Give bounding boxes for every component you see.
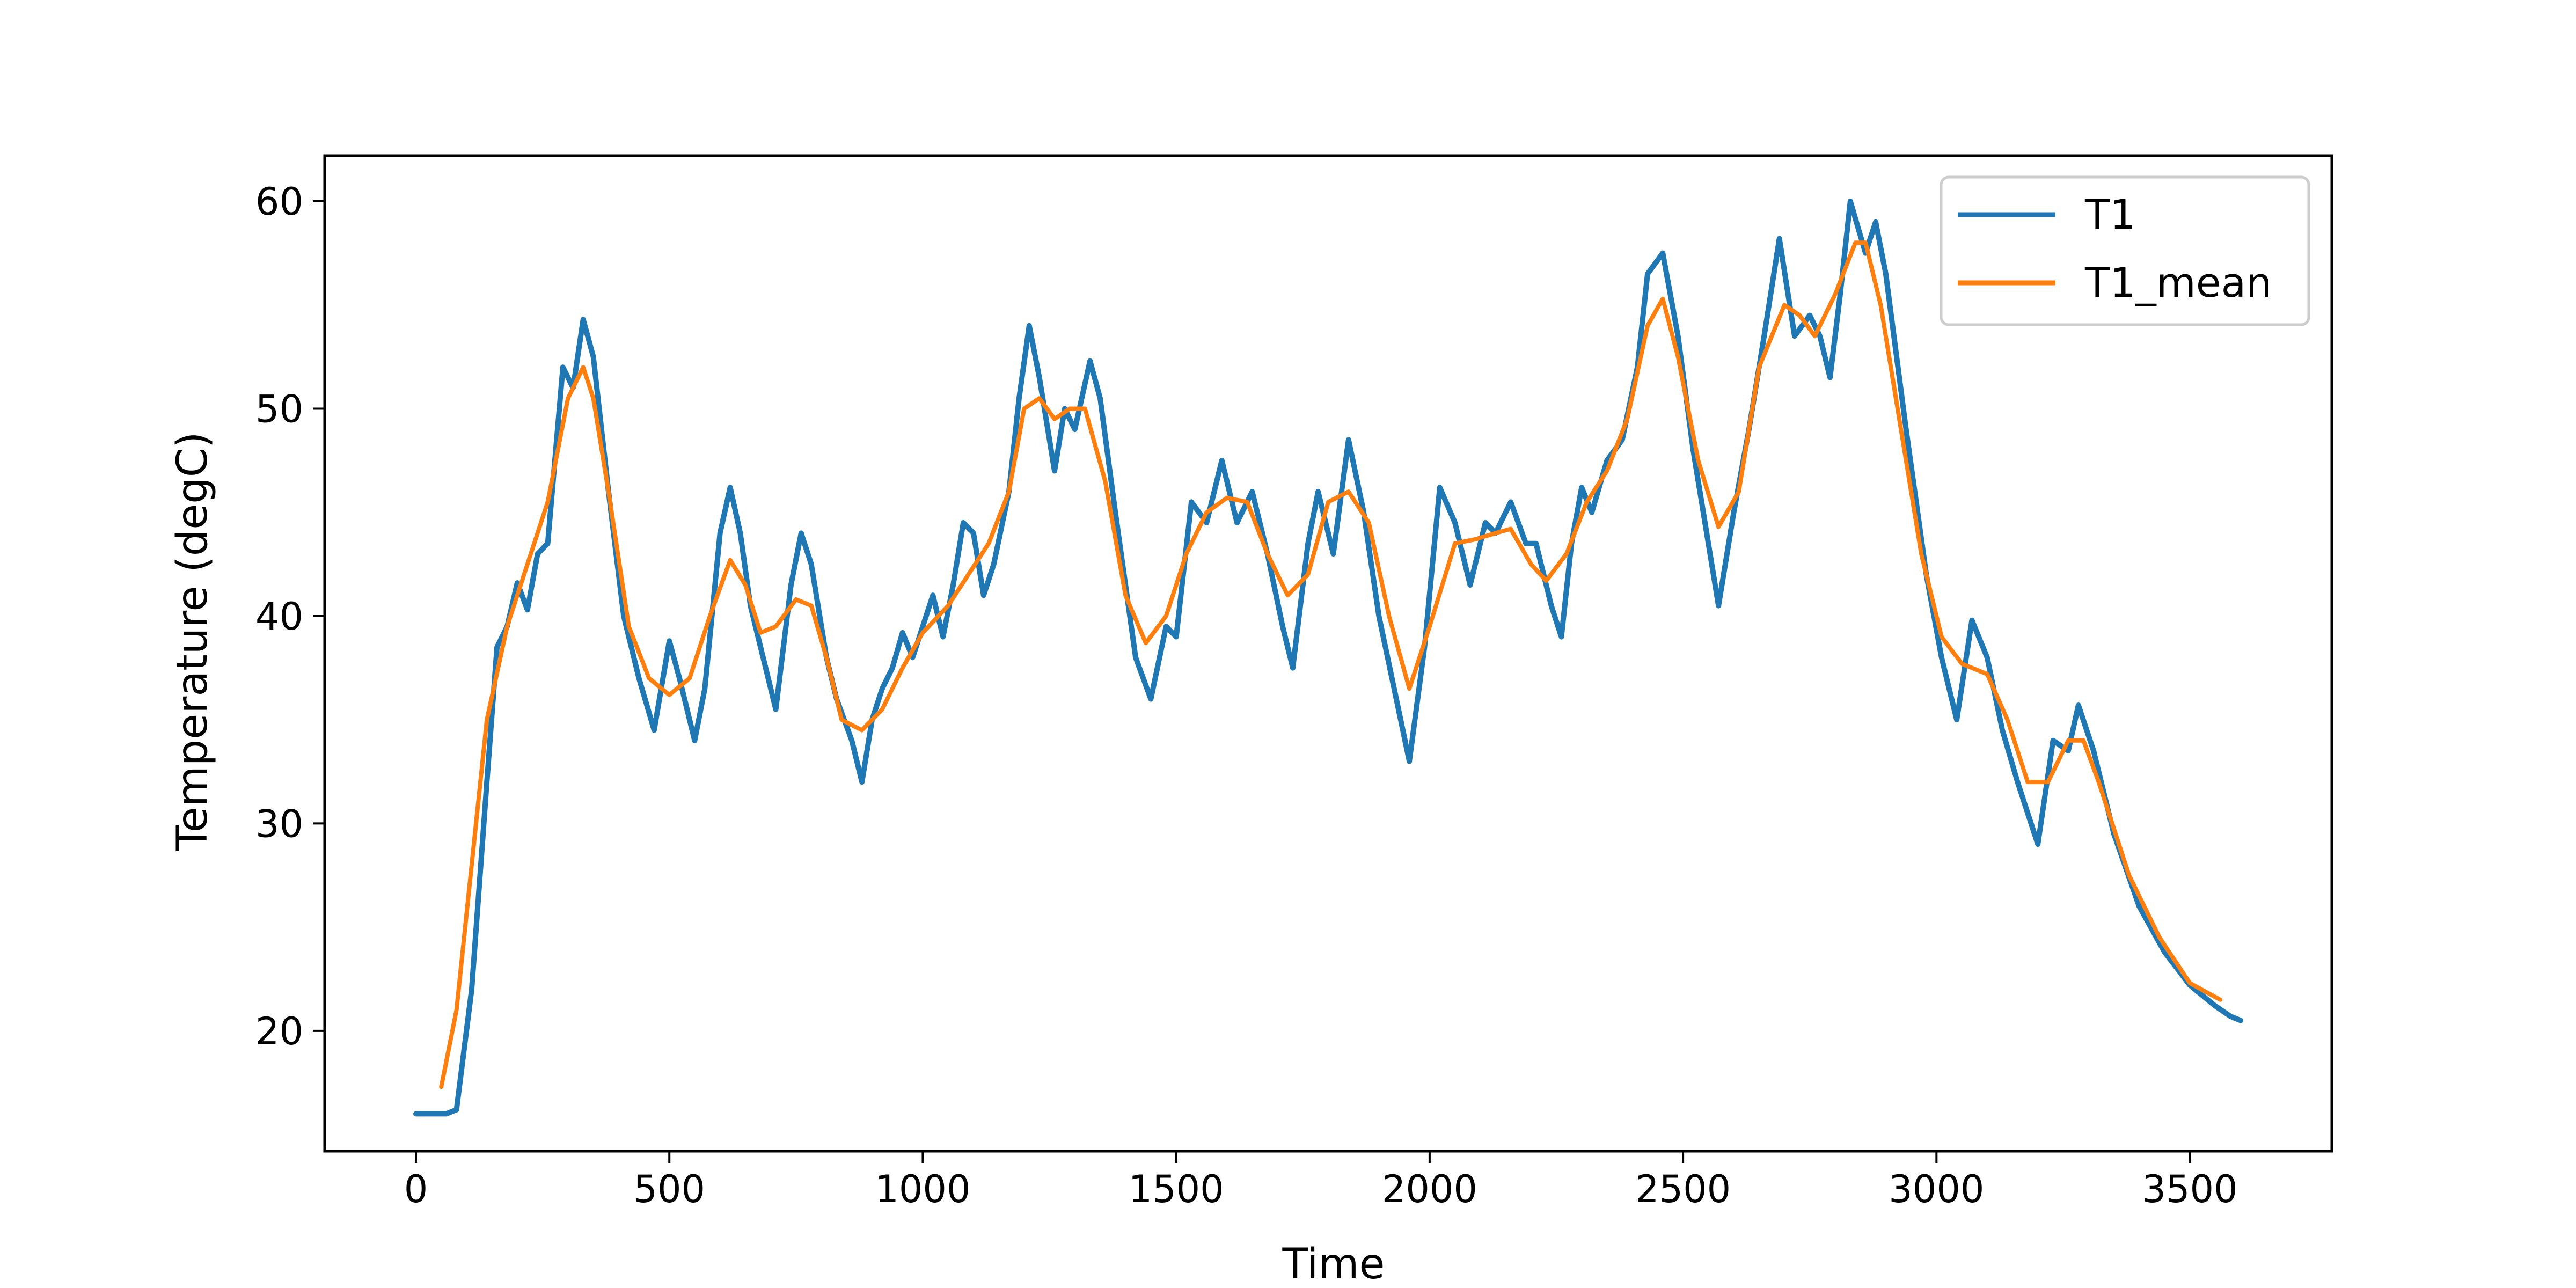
- x-tick-label: 0: [404, 1167, 428, 1211]
- y-axis-label: Temperature (degC): [169, 431, 217, 851]
- x-tick-label: 1000: [875, 1167, 970, 1211]
- y-tick-label: 30: [255, 802, 303, 846]
- ticks-layer: 0 500 1000 1500 2000 2500 3000 3500 20 30 40 50 60: [255, 180, 2238, 1211]
- plot-frame: [323, 154, 2333, 1153]
- y-tick-label: 20: [255, 1009, 303, 1053]
- legend-label-t1-mean: T1_mean: [2084, 259, 2272, 306]
- y-tick-label: 40: [255, 595, 303, 639]
- x-tick-label: 500: [633, 1167, 705, 1211]
- x-tick-label: 3500: [2142, 1167, 2237, 1211]
- x-tick-label: 1500: [1129, 1167, 1224, 1211]
- x-tick-label: 2000: [1382, 1167, 1477, 1211]
- legend-label-t1: T1: [2084, 191, 2136, 238]
- series-layer: [413, 199, 2243, 1117]
- series-line-t1-mean: [439, 240, 2223, 1089]
- x-axis-label: Time: [1282, 1240, 1385, 1288]
- legend: T1 T1_mean: [1940, 175, 2310, 326]
- y-tick-label: 60: [255, 180, 303, 224]
- x-tick-label: 2500: [1635, 1167, 1731, 1211]
- x-tick-label: 3000: [1889, 1167, 1984, 1211]
- y-tick-label: 50: [255, 387, 303, 431]
- series-line-t1: [413, 199, 2243, 1117]
